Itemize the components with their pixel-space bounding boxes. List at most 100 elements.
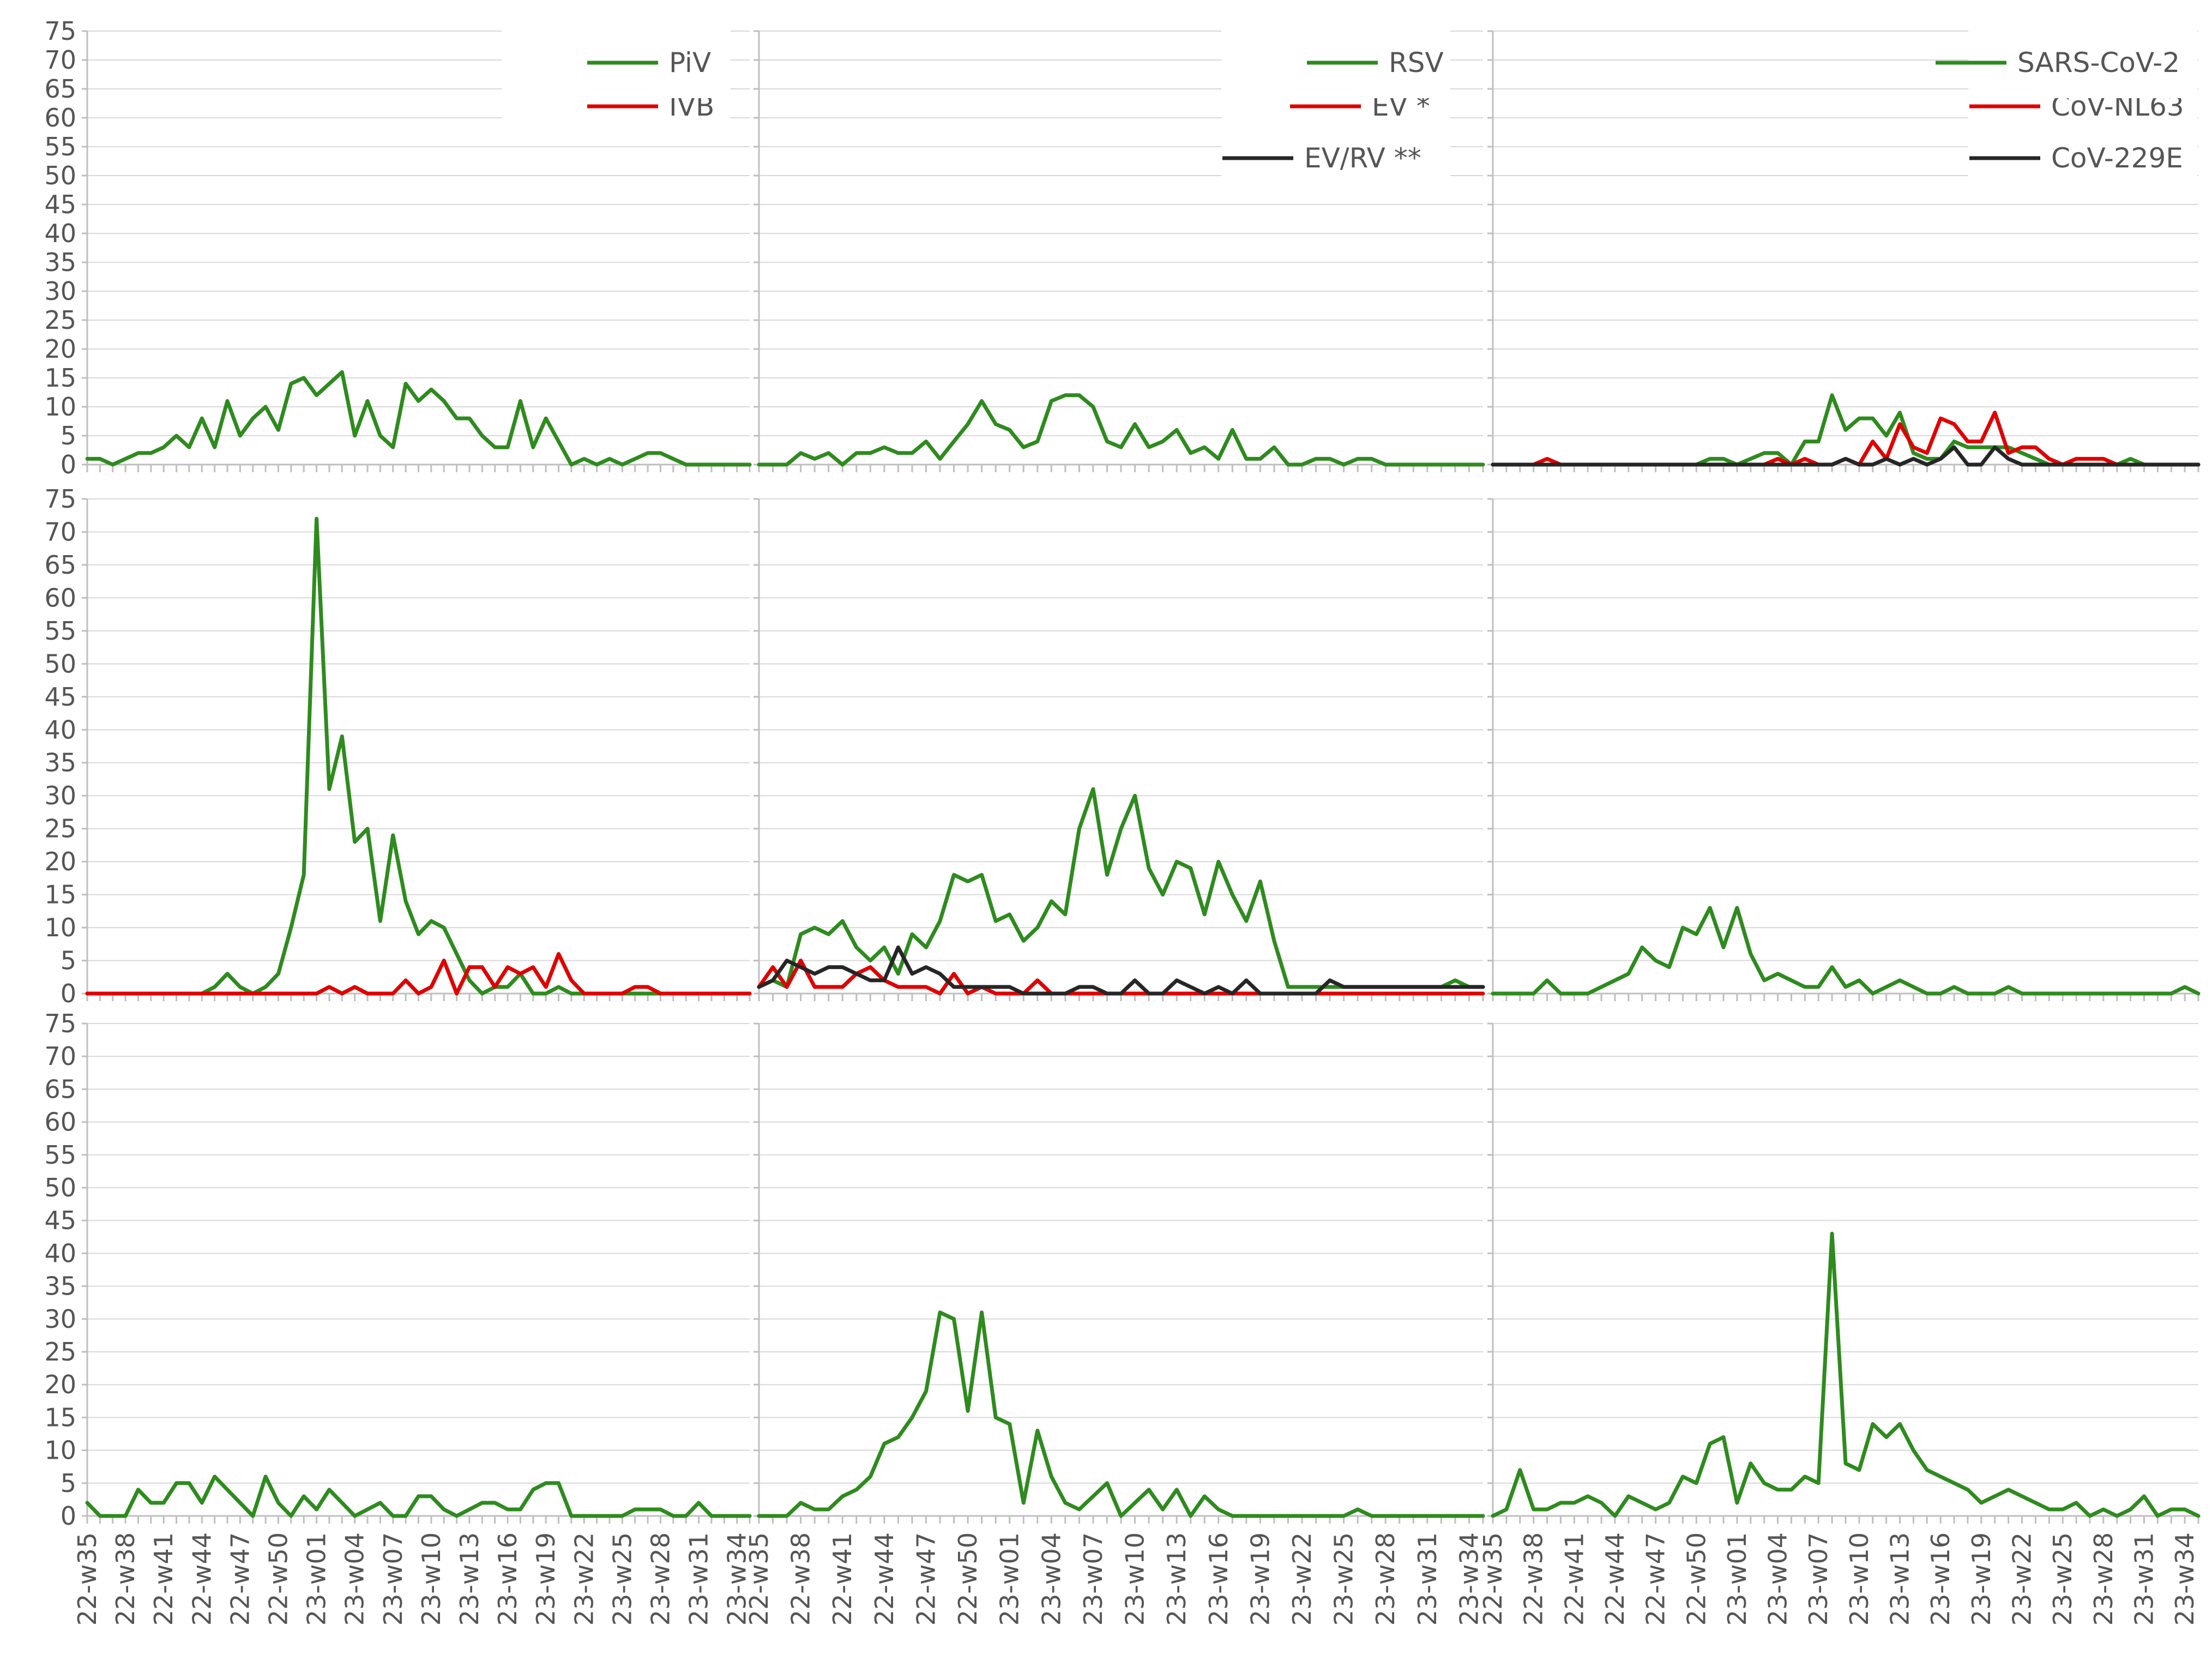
y-tick-label: 70 bbox=[44, 1042, 76, 1071]
panel-iav-ivb: IAVIVB bbox=[82, 27, 752, 1001]
legend-background bbox=[1968, 35, 2197, 98]
y-tick-label: 65 bbox=[44, 74, 76, 104]
x-tick-label: 23-w25 bbox=[1329, 1532, 1359, 1626]
y-tick-label: 5 bbox=[61, 421, 76, 450]
x-tick-label: 22-w44 bbox=[870, 1532, 899, 1626]
y-tick-label: 20 bbox=[44, 1370, 76, 1399]
y-tick-label: 75 bbox=[44, 1009, 76, 1038]
x-tick-label: 23-w13 bbox=[455, 1532, 484, 1626]
y-tick-label: 60 bbox=[44, 103, 76, 133]
y-tick-label: 10 bbox=[44, 392, 76, 422]
x-tick-label: 22-w50 bbox=[263, 1532, 293, 1626]
x-tick-label: 22-w47 bbox=[911, 1532, 941, 1626]
x-tick-label: 23-w01 bbox=[995, 1532, 1024, 1626]
x-tick-label: 22-w38 bbox=[1519, 1532, 1548, 1626]
y-tick-label: 60 bbox=[44, 583, 76, 612]
y-tick-label: 75 bbox=[44, 484, 76, 514]
legend-label-ev-rv: EV/RV ** bbox=[1304, 142, 1421, 174]
y-tick-label: 15 bbox=[44, 363, 76, 393]
x-tick-label: 23-w19 bbox=[1967, 1532, 1996, 1626]
x-tick-label: 23-w25 bbox=[607, 1532, 637, 1626]
x-tick-label: 23-w10 bbox=[1120, 1532, 1150, 1626]
x-tick-label: 22-w44 bbox=[187, 1532, 216, 1626]
x-tick-label: 23-w34 bbox=[722, 1532, 752, 1626]
y-tick-label: 75 bbox=[44, 16, 76, 46]
series-line-bov bbox=[757, 393, 1485, 467]
legend-background bbox=[1221, 35, 1450, 98]
y-tick-label: 10 bbox=[44, 1436, 76, 1465]
x-tick-label: 23-w16 bbox=[1926, 1532, 1955, 1626]
y-tick-label: 70 bbox=[44, 517, 76, 546]
x-tick-label: 23-w31 bbox=[1413, 1532, 1442, 1626]
legend-label-rsv: RSV bbox=[1389, 47, 1444, 79]
x-tick-label: 23-w01 bbox=[1722, 1532, 1752, 1626]
legend-background bbox=[502, 35, 731, 98]
y-tick-label: 25 bbox=[44, 1337, 76, 1367]
y-tick-label: 70 bbox=[44, 45, 76, 75]
series-line-piv bbox=[85, 1475, 752, 1518]
series-line-cov-229e bbox=[1491, 445, 2201, 467]
y-tick-label: 50 bbox=[44, 161, 76, 190]
series-line-rv bbox=[757, 787, 1485, 989]
x-tick-label: 22-w50 bbox=[1681, 1532, 1711, 1626]
x-tick-label: 23-w19 bbox=[1245, 1532, 1275, 1626]
panel-piv: PiV bbox=[82, 35, 752, 1524]
x-tick-label: 23-w34 bbox=[1454, 1532, 1484, 1626]
y-tick-label: 50 bbox=[44, 649, 76, 678]
series-line-cov-oc43 bbox=[1491, 393, 2201, 467]
x-tick-label: 22-w35 bbox=[744, 1532, 774, 1626]
y-tick-label: 30 bbox=[44, 276, 76, 306]
x-tick-label: 22-w41 bbox=[1559, 1532, 1589, 1626]
x-tick-label: 23-w25 bbox=[2048, 1532, 2077, 1626]
x-tick-label: 23-w10 bbox=[1845, 1532, 1874, 1626]
x-tick-label: 23-w07 bbox=[1804, 1532, 1833, 1626]
y-tick-label: 30 bbox=[44, 781, 76, 810]
series-line-mpv bbox=[1491, 906, 2201, 996]
x-tick-label: 22-w35 bbox=[1478, 1532, 1508, 1626]
x-tick-label: 23-w04 bbox=[1036, 1532, 1066, 1626]
x-tick-label: 23-w31 bbox=[684, 1532, 714, 1626]
x-tick-label: 22-w41 bbox=[149, 1532, 178, 1626]
y-tick-label: 0 bbox=[61, 979, 76, 1008]
series-line-iav bbox=[85, 516, 752, 996]
x-tick-label: 23-w22 bbox=[569, 1532, 599, 1626]
x-tick-label: 23-w04 bbox=[340, 1532, 370, 1626]
y-tick-label: 45 bbox=[44, 1206, 76, 1235]
x-tick-label: 22-w35 bbox=[73, 1532, 102, 1626]
panel-sars-cov-2: SARS-CoV-2 bbox=[1487, 35, 2201, 1524]
y-tick-label: 45 bbox=[44, 682, 76, 712]
x-tick-label: 23-w19 bbox=[531, 1532, 560, 1626]
x-tick-label: 23-w28 bbox=[2089, 1532, 2118, 1626]
y-tick-label: 0 bbox=[61, 1501, 76, 1531]
y-tick-label: 20 bbox=[44, 847, 76, 876]
y-tick-label: 25 bbox=[44, 305, 76, 335]
y-tick-label: 45 bbox=[44, 190, 76, 219]
y-tick-label: 5 bbox=[61, 946, 76, 976]
x-tick-label: 22-w38 bbox=[786, 1532, 816, 1626]
y-tick-label: 55 bbox=[44, 1140, 76, 1170]
y-tick-label: 40 bbox=[44, 715, 76, 744]
series-line-ev-rv bbox=[757, 945, 1485, 996]
series-line-ivb bbox=[85, 952, 752, 996]
legend-label-cov-229e: CoV-229E bbox=[2051, 142, 2183, 174]
x-tick-label: 23-w31 bbox=[2129, 1532, 2159, 1626]
y-tick-label: 35 bbox=[44, 1272, 76, 1301]
x-tick-label: 22-w47 bbox=[225, 1532, 255, 1626]
y-tick-label: 20 bbox=[44, 334, 76, 364]
series-line-adv bbox=[85, 370, 752, 467]
y-tick-label: 10 bbox=[44, 913, 76, 942]
x-tick-label: 23-w22 bbox=[1287, 1532, 1317, 1626]
y-tick-label: 35 bbox=[44, 748, 76, 778]
x-tick-label: 22-w44 bbox=[1600, 1532, 1630, 1626]
y-tick-label: 55 bbox=[44, 616, 76, 646]
x-tick-label: 22-w50 bbox=[953, 1532, 983, 1626]
y-tick-label: 5 bbox=[61, 1469, 76, 1498]
x-tick-label: 23-w22 bbox=[2008, 1532, 2037, 1626]
series-line-sars-cov-2 bbox=[1491, 1231, 2201, 1518]
x-tick-label: 23-w04 bbox=[1763, 1532, 1793, 1626]
series-line-rsv bbox=[757, 1310, 1485, 1518]
x-tick-label: 23-w13 bbox=[1162, 1532, 1191, 1626]
x-tick-label: 23-w28 bbox=[646, 1532, 675, 1626]
x-tick-label: 23-w16 bbox=[1204, 1532, 1233, 1626]
